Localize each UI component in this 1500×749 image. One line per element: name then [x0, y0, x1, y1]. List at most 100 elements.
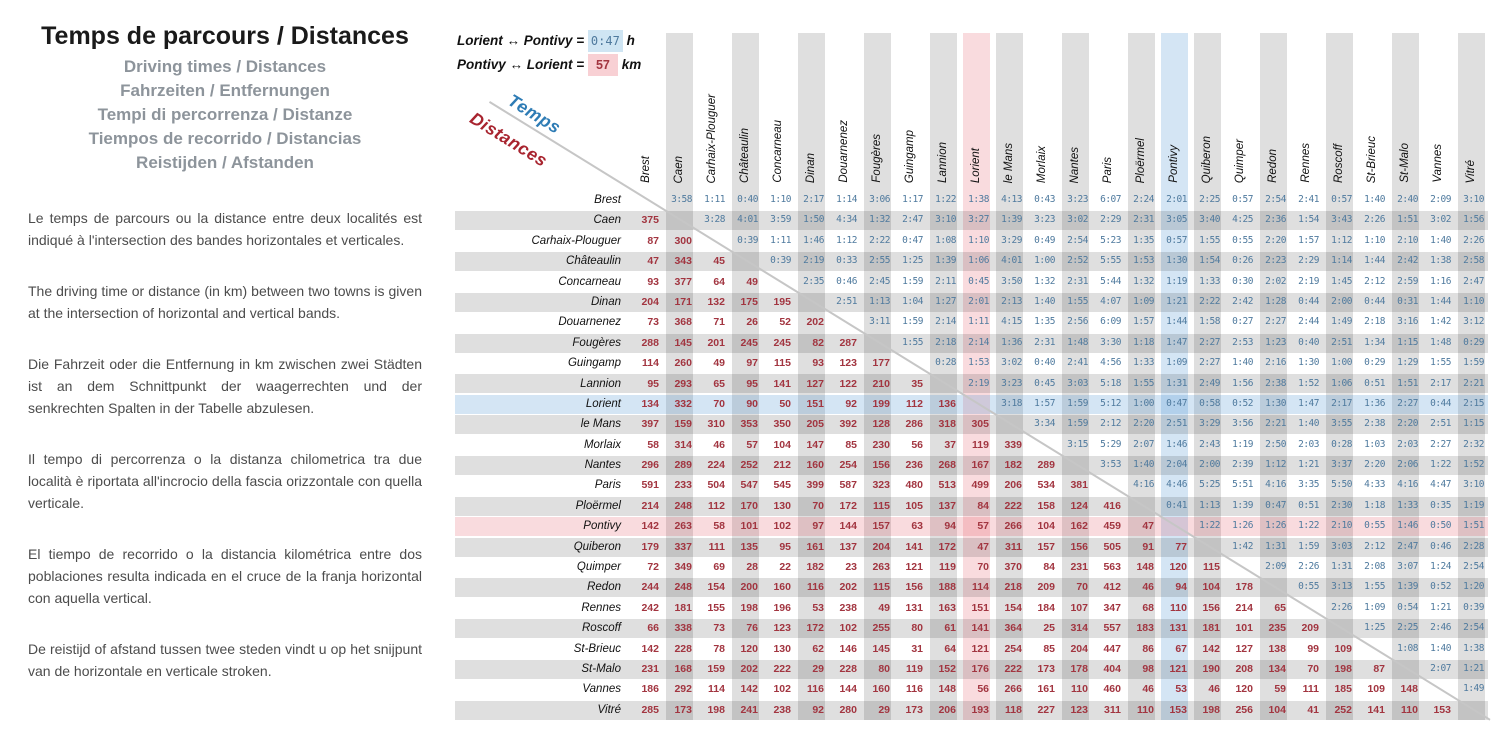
time-cell: 6:09 [1100, 316, 1121, 328]
row-header: Dinan [590, 295, 621, 308]
time-cell: 4:34 [836, 214, 857, 226]
distance-cell: 198 [707, 703, 725, 716]
time-cell: 4:01 [737, 214, 758, 226]
distance-cell: 292 [674, 683, 692, 696]
time-cell: 1:21 [1463, 662, 1484, 674]
time-cell: 1:38 [968, 194, 989, 205]
row-band [455, 292, 1488, 312]
distance-cell: 181 [1202, 622, 1220, 635]
time-cell: 3:23 [1034, 214, 1055, 226]
distance-cell: 62 [812, 642, 824, 655]
column-band [1161, 33, 1188, 721]
time-cell: 0:27 [1232, 316, 1253, 328]
distance-cell: 202 [740, 662, 758, 675]
time-cell: 2:25 [1199, 194, 1220, 205]
distance-cell: 121 [1169, 662, 1187, 675]
time-cell: 1:35 [1133, 234, 1154, 246]
time-cell: 2:03 [1298, 438, 1319, 450]
distance-cell: 105 [905, 499, 923, 512]
column-header: Châteaulin [729, 30, 762, 188]
column-header: Nantes [1059, 30, 1092, 188]
distance-cell: 112 [708, 499, 725, 512]
time-cell: 3:02 [1067, 214, 1088, 226]
time-cell: 1:12 [836, 234, 857, 246]
time-cell: 1:55 [1364, 581, 1385, 593]
distance-cell: 198 [740, 601, 758, 614]
time-cell: 4:46 [1166, 479, 1187, 491]
distance-cell: 148 [1136, 561, 1154, 574]
distance-cell: 204 [1070, 642, 1088, 655]
distance-cell: 208 [1235, 662, 1253, 675]
subtitle: Tempi di percorrenza / Distanze [97, 105, 353, 124]
time-cell: 3:53 [1100, 459, 1121, 471]
time-cell: 3:30 [1100, 336, 1121, 348]
time-cell: 1:31 [1331, 561, 1352, 573]
time-cell: 1:59 [902, 316, 923, 328]
time-cell: 3:37 [1331, 459, 1352, 471]
time-cell: 3:50 [1001, 275, 1022, 287]
time-cell: 1:46 [1166, 438, 1187, 450]
column-header-label: Ploërmel [1134, 137, 1147, 183]
column-band [666, 33, 693, 721]
distance-cell: 201 [707, 336, 725, 349]
distance-cell: 73 [647, 316, 659, 329]
distance-cell: 416 [1103, 499, 1121, 512]
time-cell: 2:19 [803, 255, 824, 267]
time-cell: 2:54 [1067, 234, 1088, 246]
column-header: Rennes [1290, 30, 1323, 188]
time-cell: 2:08 [1364, 561, 1385, 573]
time-cell: 1:32 [869, 214, 890, 226]
time-cell: 3:34 [1034, 418, 1055, 430]
distance-cell: 67 [1175, 642, 1187, 655]
diagonal-cell [630, 190, 663, 210]
time-cell: 0:39 [770, 255, 791, 267]
time-cell: 1:51 [1397, 377, 1418, 389]
distance-cell: 349 [674, 561, 692, 574]
time-cell: 5:29 [1100, 438, 1121, 450]
distance-cell: 242 [641, 601, 659, 614]
time-cell: 3:12 [1463, 316, 1484, 328]
distance-cell: 110 [1071, 683, 1088, 696]
distance-cell: 120 [1235, 683, 1253, 696]
distance-cell: 459 [1103, 520, 1121, 533]
time-cell: 2:31 [1133, 214, 1154, 226]
time-cell: 1:33 [1199, 275, 1220, 287]
distance-cell: 160 [806, 459, 824, 472]
diagonal-cell [762, 272, 795, 292]
distance-cell: 185 [1334, 683, 1352, 696]
diagonal-cell [1026, 435, 1059, 455]
time-cell: 1:40 [1133, 459, 1154, 471]
row-band [455, 211, 1488, 231]
time-cell: 1:42 [1232, 540, 1253, 552]
time-cell: 3:02 [1430, 214, 1451, 226]
time-cell: 1:31 [1265, 540, 1286, 552]
distance-cell: 121 [905, 561, 923, 574]
distance-cell: 22 [779, 561, 791, 574]
distance-cell: 198 [1334, 662, 1352, 675]
column-header-label: Concarneau [771, 120, 784, 183]
column-header: Brest [630, 30, 663, 188]
distance-cell: 159 [674, 418, 692, 431]
distance-cell: 381 [1070, 479, 1088, 492]
time-cell: 1:06 [1331, 377, 1352, 389]
time-cell: 1:40 [1034, 295, 1055, 307]
distance-cell: 53 [1175, 683, 1187, 696]
distance-cell: 84 [1043, 561, 1055, 574]
time-cell: 3:58 [671, 194, 692, 205]
column-band [1392, 33, 1419, 721]
time-cell: 2:07 [1430, 662, 1451, 674]
legend-distance-example: Pontivy ↔ Lorient = 57 km [457, 54, 641, 78]
intro-paragraph: De reistijd of afstand tussen twee stede… [28, 641, 422, 679]
time-cell: 1:30 [1298, 357, 1319, 369]
column-band [798, 33, 825, 721]
distance-cell: 87 [647, 234, 659, 247]
time-cell: 2:15 [1463, 397, 1484, 409]
distance-cell: 263 [872, 561, 890, 574]
time-cell: 4:56 [1100, 357, 1121, 369]
time-cell: 2:22 [869, 234, 890, 246]
distance-cell: 127 [1235, 642, 1253, 655]
distance-cell: 71 [713, 316, 725, 329]
time-cell: 3:02 [1001, 357, 1022, 369]
time-cell: 2:47 [1397, 540, 1418, 552]
time-cell: 1:00 [1133, 397, 1154, 409]
